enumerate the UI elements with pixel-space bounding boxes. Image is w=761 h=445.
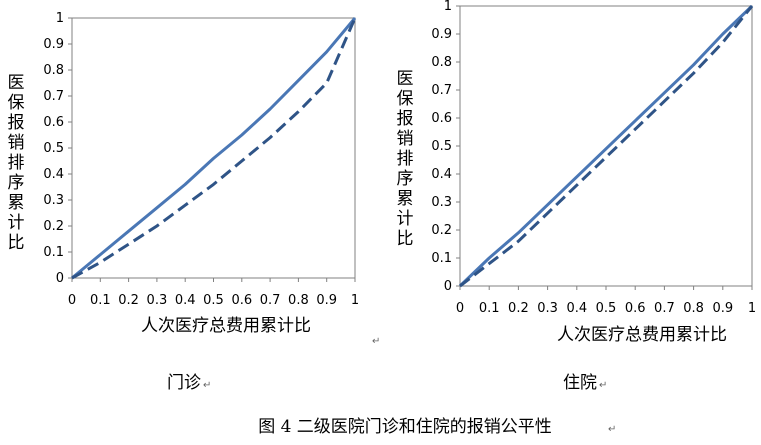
- return-mark: ↵: [608, 424, 616, 435]
- return-mark: ↵: [599, 380, 607, 391]
- y-tick-label: 0: [444, 279, 452, 294]
- solid-series-line: [458, 4, 754, 288]
- figure-caption: 图 4 二级医院门诊和住院的报销公平性: [258, 417, 552, 437]
- y-tick-label: 0.1: [43, 245, 64, 260]
- dashed-series-line: [71, 17, 357, 280]
- y-tick-label: 0.2: [431, 223, 452, 238]
- x-tick-label: 0.9: [712, 301, 733, 316]
- y-tick-label: 0: [56, 271, 64, 286]
- x-tick-label: 0.8: [288, 293, 309, 308]
- y-axis-title: 医保报销排序累计比: [8, 73, 25, 253]
- solid-series-line: [71, 17, 357, 280]
- y-tick-label: 1: [56, 11, 64, 26]
- y-tick-label: 0.6: [431, 111, 452, 126]
- x-tick-label: 0.1: [479, 301, 500, 316]
- y-tick-label: 0.2: [43, 219, 64, 234]
- y-tick-label: 0.6: [43, 115, 64, 130]
- y-tick-label: 0.8: [431, 55, 452, 70]
- x-tick-label: 0.2: [508, 301, 529, 316]
- x-tick-label: 0.4: [566, 301, 587, 316]
- y-tick-label: 0.9: [431, 27, 452, 42]
- x-tick-label: 0.6: [625, 301, 646, 316]
- caption-inpatient: 住院: [563, 373, 597, 393]
- y-tick-label: 0.4: [431, 167, 452, 182]
- x-tick-label: 0.7: [260, 293, 281, 308]
- y-axis-title: 医保报销排序累计比: [397, 69, 414, 249]
- y-tick-label: 0.4: [43, 167, 64, 182]
- y-tick-label: 1: [444, 0, 452, 14]
- x-tick-label: 0: [68, 293, 76, 308]
- chart-inpatient: 0 0.1 0.2 0.3 0.4 0.5 0.6 0.7 0.8 0.9 1 0 0.1 0.2 0.3 0…: [397, 0, 757, 345]
- x-axis-title: 人次医疗总费用累计比: [557, 325, 727, 345]
- y-tick-label: 0.5: [43, 141, 64, 156]
- x-tick-label: 0.3: [537, 301, 558, 316]
- x-tick-label: 0.5: [596, 301, 617, 316]
- x-tick-label: 0.7: [654, 301, 675, 316]
- dashed-series-line: [459, 5, 754, 288]
- x-tick-label: 0.2: [118, 293, 139, 308]
- y-tick-label: 0.8: [43, 63, 64, 78]
- y-tick-label: 0.5: [431, 139, 452, 154]
- x-tick-label: 1: [351, 293, 359, 308]
- plot-frame: [71, 17, 356, 279]
- x-tick-label: 1: [748, 301, 756, 316]
- x-tick-label: 0.8: [683, 301, 704, 316]
- x-tick-label: 0.1: [90, 293, 111, 308]
- chart-outpatient: 0 0.1 0.2 0.3 0.4 0.5 0.6 0.7 0.8 0.9 1 0 0.1 0.2 0.3 0…: [8, 11, 360, 336]
- x-tick-label: 0.4: [175, 293, 196, 308]
- return-mark: ↵: [203, 380, 211, 391]
- y-tick-label: 0.3: [43, 193, 64, 208]
- y-tick-label: 0.7: [431, 83, 452, 98]
- caption-outpatient: 门诊: [167, 373, 201, 393]
- x-tick-label: 0.9: [316, 293, 337, 308]
- y-tick-label: 0.3: [431, 195, 452, 210]
- y-tick-label: 0.9: [43, 37, 64, 52]
- return-mark: ↵: [372, 336, 380, 347]
- y-tick-label: 0.1: [431, 251, 452, 266]
- x-tick-label: 0.3: [147, 293, 168, 308]
- x-axis-title: 人次医疗总费用累计比: [141, 316, 311, 336]
- y-tick-label: 0.7: [43, 89, 64, 104]
- x-tick-label: 0.6: [231, 293, 252, 308]
- x-tick-label: 0.5: [203, 293, 224, 308]
- x-tick-label: 0: [456, 301, 464, 316]
